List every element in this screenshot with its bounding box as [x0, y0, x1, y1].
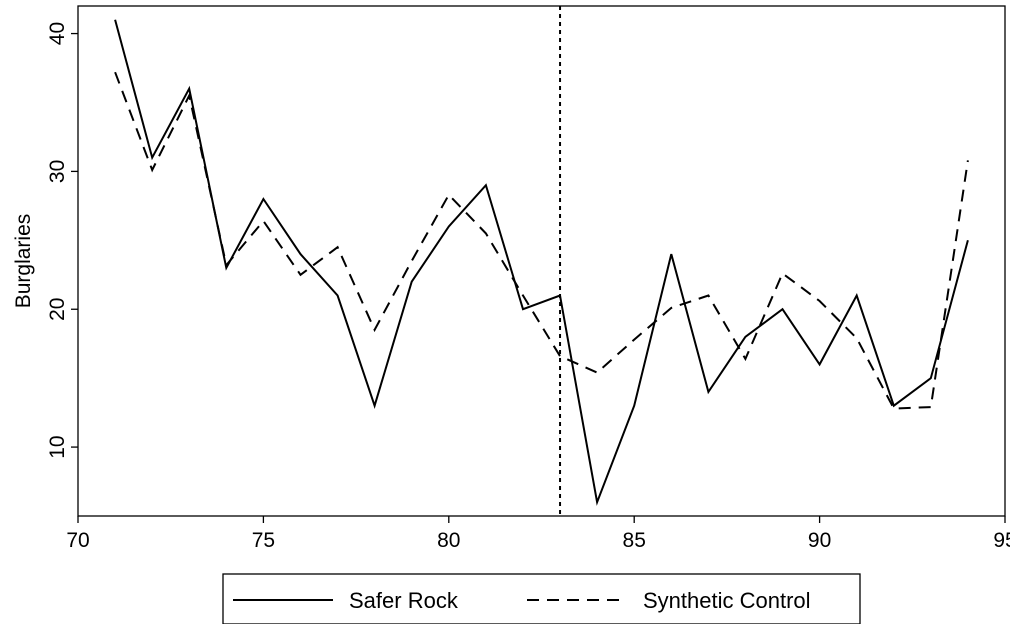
- y-axis: 10 20 30 40: [46, 22, 78, 459]
- y-tick-label: 20: [46, 298, 69, 321]
- x-tick-label: 75: [252, 529, 275, 552]
- x-axis: 70 75 80 85 90 95: [66, 516, 1010, 552]
- y-axis-title: Burglaries: [12, 214, 35, 309]
- plot-frame: [77, 5, 1006, 517]
- y-tick-label: 10: [46, 435, 69, 458]
- x-tick-label: 80: [437, 529, 460, 552]
- x-tick-label: 85: [623, 529, 646, 552]
- y-tick-label: 40: [46, 22, 69, 45]
- plot-area: [77, 5, 1006, 517]
- series-line-safer-rock: [114, 19, 969, 506]
- legend-label: Synthetic Control: [643, 588, 811, 613]
- legend-label: Safer Rock: [349, 588, 459, 613]
- legend: Safer Rock Synthetic Control: [222, 573, 861, 624]
- x-tick-label: 90: [808, 529, 831, 552]
- x-tick-label: 70: [66, 529, 89, 552]
- legend-box: [222, 573, 861, 624]
- y-tick-label: 30: [46, 160, 69, 183]
- x-tick-label: 95: [993, 529, 1010, 552]
- series-line-synthetic-control: [114, 71, 969, 410]
